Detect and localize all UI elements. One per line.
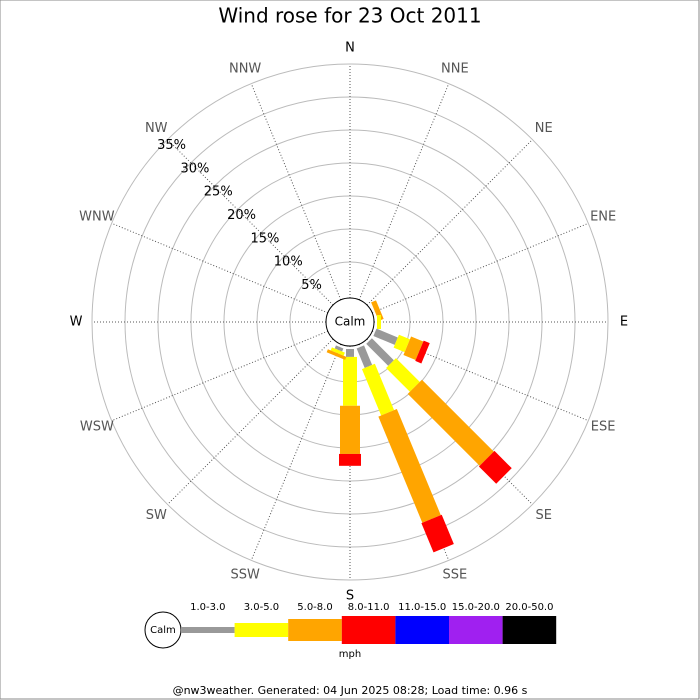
direction-label: S: [346, 589, 354, 604]
direction-label: SE: [536, 508, 552, 523]
bar-segment: [378, 408, 441, 523]
legend-label: 1.0-3.0: [190, 602, 225, 613]
grid: [91, 63, 609, 581]
direction-label: N: [345, 41, 355, 56]
bar-segment: [403, 336, 424, 361]
legend: 1.0-3.0 3.0-5.0 5.0-8.0 8.0-11.0 11.0-15.0 15…: [181, 602, 557, 644]
direction-label: E: [620, 315, 628, 330]
r-tick-label: 10%: [274, 255, 303, 270]
bar-segment: [339, 453, 361, 466]
bar-segment: [386, 358, 420, 392]
r-tick-label: 30%: [180, 161, 209, 176]
bar-segment: [340, 405, 360, 454]
r-tick-label: 5%: [301, 278, 322, 293]
bar-segment: [361, 363, 395, 416]
bar-segment: [356, 345, 373, 368]
footer: @nw3weather. Generated: 04 Jun 2025 08:2…: [173, 684, 528, 697]
direction-label: SSE: [442, 568, 467, 583]
legend-unit: mph: [339, 649, 361, 660]
bar-segment: [343, 356, 357, 406]
legend-label: 11.0-15.0: [398, 602, 446, 613]
radial-line: [250, 343, 342, 561]
direction-label: ESE: [591, 419, 616, 434]
legend-swatch: [181, 627, 235, 633]
bar-segment: [326, 349, 347, 360]
direction-label: SSW: [230, 568, 260, 583]
bar-segment: [334, 345, 344, 352]
direction-label: SW: [146, 508, 167, 523]
grid-ring: [91, 63, 609, 581]
calm-label: Calm: [335, 315, 366, 329]
radial-line: [167, 338, 334, 505]
legend-swatch: [395, 616, 449, 644]
labels: 5%10%15%20%25%30%35%NNNENEENEEESESESSESS…: [70, 41, 629, 604]
legend-calm-label: Calm: [150, 625, 176, 636]
legend-label: 20.0-50.0: [505, 602, 553, 613]
legend-label: 5.0-8.0: [297, 602, 332, 613]
direction-label: WNW: [79, 210, 115, 225]
direction-label: WSW: [80, 419, 114, 434]
radial-line: [111, 222, 329, 314]
legend-swatch: [234, 623, 289, 637]
bar-segment: [407, 379, 494, 466]
radial-line: [358, 83, 450, 301]
bar-segment: [415, 340, 430, 364]
bars: [326, 300, 512, 553]
radial-line: [371, 222, 589, 314]
direction-label: ENE: [590, 210, 616, 225]
radial-line: [366, 139, 533, 306]
bar-segment: [376, 315, 381, 329]
r-tick-label: 20%: [227, 208, 256, 223]
chart-title: Wind rose for 23 Oct 2011: [218, 4, 481, 28]
direction-label: W: [70, 315, 83, 330]
radial-line: [111, 330, 329, 422]
r-tick-label: 35%: [157, 138, 186, 153]
bar-segment: [393, 334, 410, 353]
radial-line: [167, 139, 334, 306]
legend-swatch: [502, 616, 557, 644]
direction-label: NNW: [229, 61, 261, 76]
bar-segment: [373, 328, 398, 345]
legend-swatch: [341, 616, 396, 644]
bar-segment: [421, 514, 454, 553]
bar-segment: [346, 349, 354, 357]
radial-line: [250, 83, 342, 301]
direction-label: NW: [145, 121, 168, 136]
legend-label: 3.0-5.0: [244, 602, 279, 613]
legend-label: 15.0-20.0: [452, 602, 500, 613]
legend-label: 8.0-11.0: [348, 602, 390, 613]
r-tick-label: 15%: [250, 231, 279, 246]
bar-segment: [366, 338, 394, 366]
r-tick-label: 25%: [204, 185, 233, 200]
direction-label: NE: [535, 121, 553, 136]
legend-swatch: [288, 619, 342, 641]
calm-circle: [325, 297, 375, 347]
bar-segment: [478, 450, 512, 484]
direction-label: NNE: [441, 61, 469, 76]
legend-swatch: [449, 616, 503, 644]
bar-segment: [330, 347, 345, 356]
